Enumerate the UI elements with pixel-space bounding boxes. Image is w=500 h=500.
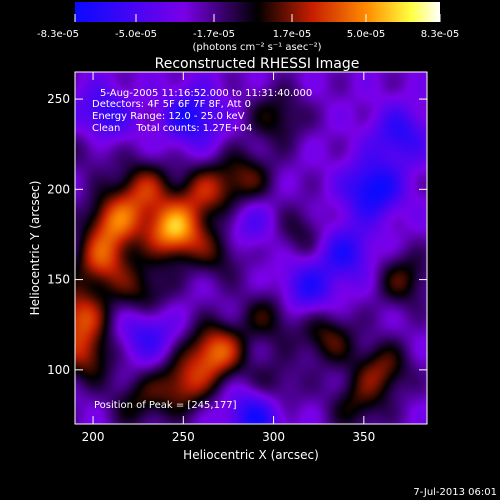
heatmap-image <box>75 72 427 424</box>
colorbar-tick-label: -5.0e-05 <box>115 29 157 40</box>
axis-ticks: 200 250 300 350 100 150 200 250 <box>47 72 427 444</box>
annotation-energy: Energy Range: 12.0 - 25.0 keV <box>92 111 245 122</box>
y-tick-label: 250 <box>47 92 70 106</box>
x-tick-label: 300 <box>262 430 285 444</box>
colorbar-unit-label: (photons cm⁻² s⁻¹ asec⁻²) <box>192 42 321 53</box>
colorbar-tick-label: 1.7e-05 <box>273 29 311 40</box>
colorbar-ticks <box>74 14 441 22</box>
y-tick-label: 100 <box>47 363 70 377</box>
annotation-time-range: 5-Aug-2005 11:16:52.000 to 11:31:40.000 <box>100 88 312 99</box>
y-tick-label: 150 <box>47 273 70 287</box>
footer-date: 7-Jul-2013 06:01 <box>413 487 497 498</box>
colorbar-tick-label: 8.3e-05 <box>421 29 459 40</box>
annotation-detectors: Detectors: 4F 5F 6F 7F 8F, Att 0 <box>92 99 251 110</box>
annotation-clean: Clean Total counts: 1.27E+04 <box>92 123 252 134</box>
chart-title: Reconstructed RHESSI Image <box>155 56 360 72</box>
y-tick-label: 200 <box>47 182 70 196</box>
x-tick-label: 350 <box>352 430 375 444</box>
colorbar-tick-label: -1.7e-05 <box>193 29 235 40</box>
x-tick-label: 250 <box>172 430 195 444</box>
colorbar <box>75 2 440 22</box>
peak-position-label: Position of Peak = [245,177] <box>94 400 237 411</box>
colorbar-tick-label: 5.0e-05 <box>347 29 385 40</box>
colorbar-tick-label: -8.3e-05 <box>37 29 79 40</box>
plot-frame <box>74 71 428 425</box>
x-axis-label: Heliocentric X (arcsec) <box>183 448 319 462</box>
x-tick-label: 200 <box>82 430 105 444</box>
y-axis-label: Heliocentric Y (arcsec) <box>28 181 42 316</box>
